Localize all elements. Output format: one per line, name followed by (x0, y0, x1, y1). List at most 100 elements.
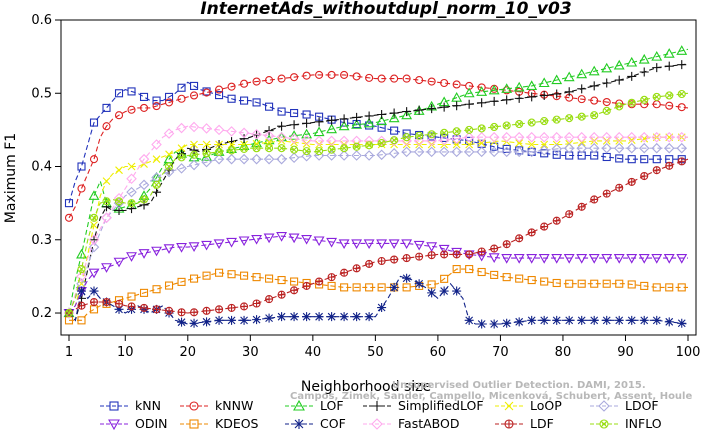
data-point (139, 200, 149, 210)
data-point (77, 184, 86, 193)
data-point (651, 51, 663, 61)
data-point (127, 87, 136, 96)
data-point (139, 103, 149, 112)
data-point (301, 128, 313, 139)
data-point (289, 312, 299, 322)
data-point (364, 111, 374, 121)
data-point (340, 144, 349, 153)
data-point (289, 120, 299, 130)
data-point (665, 101, 674, 110)
data-point (527, 276, 536, 285)
data-point (290, 145, 299, 154)
data-point (490, 244, 499, 253)
data-point (89, 155, 99, 164)
data-point (177, 94, 186, 103)
data-point (477, 98, 487, 108)
data-point (277, 144, 286, 153)
data-point (376, 135, 387, 147)
series-ldf (64, 157, 689, 318)
data-point (598, 400, 610, 412)
legend-item: kNNW (180, 398, 253, 413)
data-point (452, 127, 461, 136)
data-point (627, 177, 636, 186)
data-point (64, 213, 74, 222)
data-point (627, 98, 636, 107)
data-point (302, 118, 312, 128)
data-point (301, 150, 312, 162)
data-point (288, 133, 300, 144)
data-point (426, 146, 437, 158)
data-point (602, 78, 612, 88)
data-point (188, 159, 200, 171)
data-point (377, 139, 386, 148)
data-point (552, 278, 561, 288)
data-point (127, 162, 136, 171)
data-point (176, 163, 187, 174)
data-point (477, 83, 486, 92)
data-point (390, 136, 399, 145)
data-point (377, 256, 386, 266)
data-point (227, 303, 236, 312)
data-point (590, 279, 599, 288)
data-point (152, 187, 162, 197)
data-point (540, 140, 549, 149)
data-point (252, 315, 262, 325)
data-point (238, 153, 250, 165)
legend-label: kNNW (215, 398, 253, 413)
data-point (202, 88, 211, 97)
data-point (677, 89, 686, 99)
data-point (177, 144, 186, 153)
legend-item: LDF (495, 416, 554, 431)
data-point (338, 120, 350, 131)
data-point (526, 80, 538, 90)
data-point (338, 135, 350, 147)
data-point (290, 277, 299, 286)
legend-label: FastABOD (398, 416, 460, 431)
series-line (68, 92, 689, 314)
data-point (627, 315, 637, 325)
data-point (651, 131, 663, 143)
data-point (302, 281, 311, 290)
data-point (226, 153, 237, 165)
data-point (626, 131, 638, 143)
data-point (438, 134, 450, 146)
data-point (314, 312, 324, 322)
data-point (626, 56, 638, 67)
legend-item: LOF (285, 398, 344, 413)
data-point (602, 136, 611, 145)
data-point (326, 123, 338, 134)
data-point (613, 142, 625, 154)
data-point (427, 130, 436, 139)
data-point (602, 106, 611, 115)
data-point (427, 104, 437, 114)
data-point (114, 304, 124, 314)
data-point (665, 283, 674, 292)
data-point (302, 139, 311, 148)
data-point (440, 274, 449, 283)
x-tick-label: 80 (555, 345, 572, 360)
data-point (338, 239, 350, 250)
data-point (238, 236, 250, 247)
data-point (652, 155, 661, 164)
data-point (577, 315, 587, 325)
data-point (427, 77, 436, 86)
data-point (252, 98, 261, 107)
data-point (277, 74, 286, 83)
legend-label: SimplifiedLOF (398, 398, 484, 413)
data-point (365, 141, 374, 150)
legend-label: ODIN (135, 416, 168, 431)
data-point (526, 146, 537, 158)
x-tick-label: 30 (242, 345, 259, 360)
data-point (388, 112, 400, 123)
data-point (277, 312, 287, 322)
data-point (213, 124, 225, 136)
data-point (240, 79, 249, 88)
data-point (677, 60, 687, 70)
data-point (252, 144, 261, 153)
data-point (565, 210, 574, 219)
data-point (189, 318, 199, 328)
data-point (563, 254, 575, 264)
data-point (152, 96, 161, 105)
data-point (252, 299, 261, 308)
data-point (288, 130, 300, 140)
